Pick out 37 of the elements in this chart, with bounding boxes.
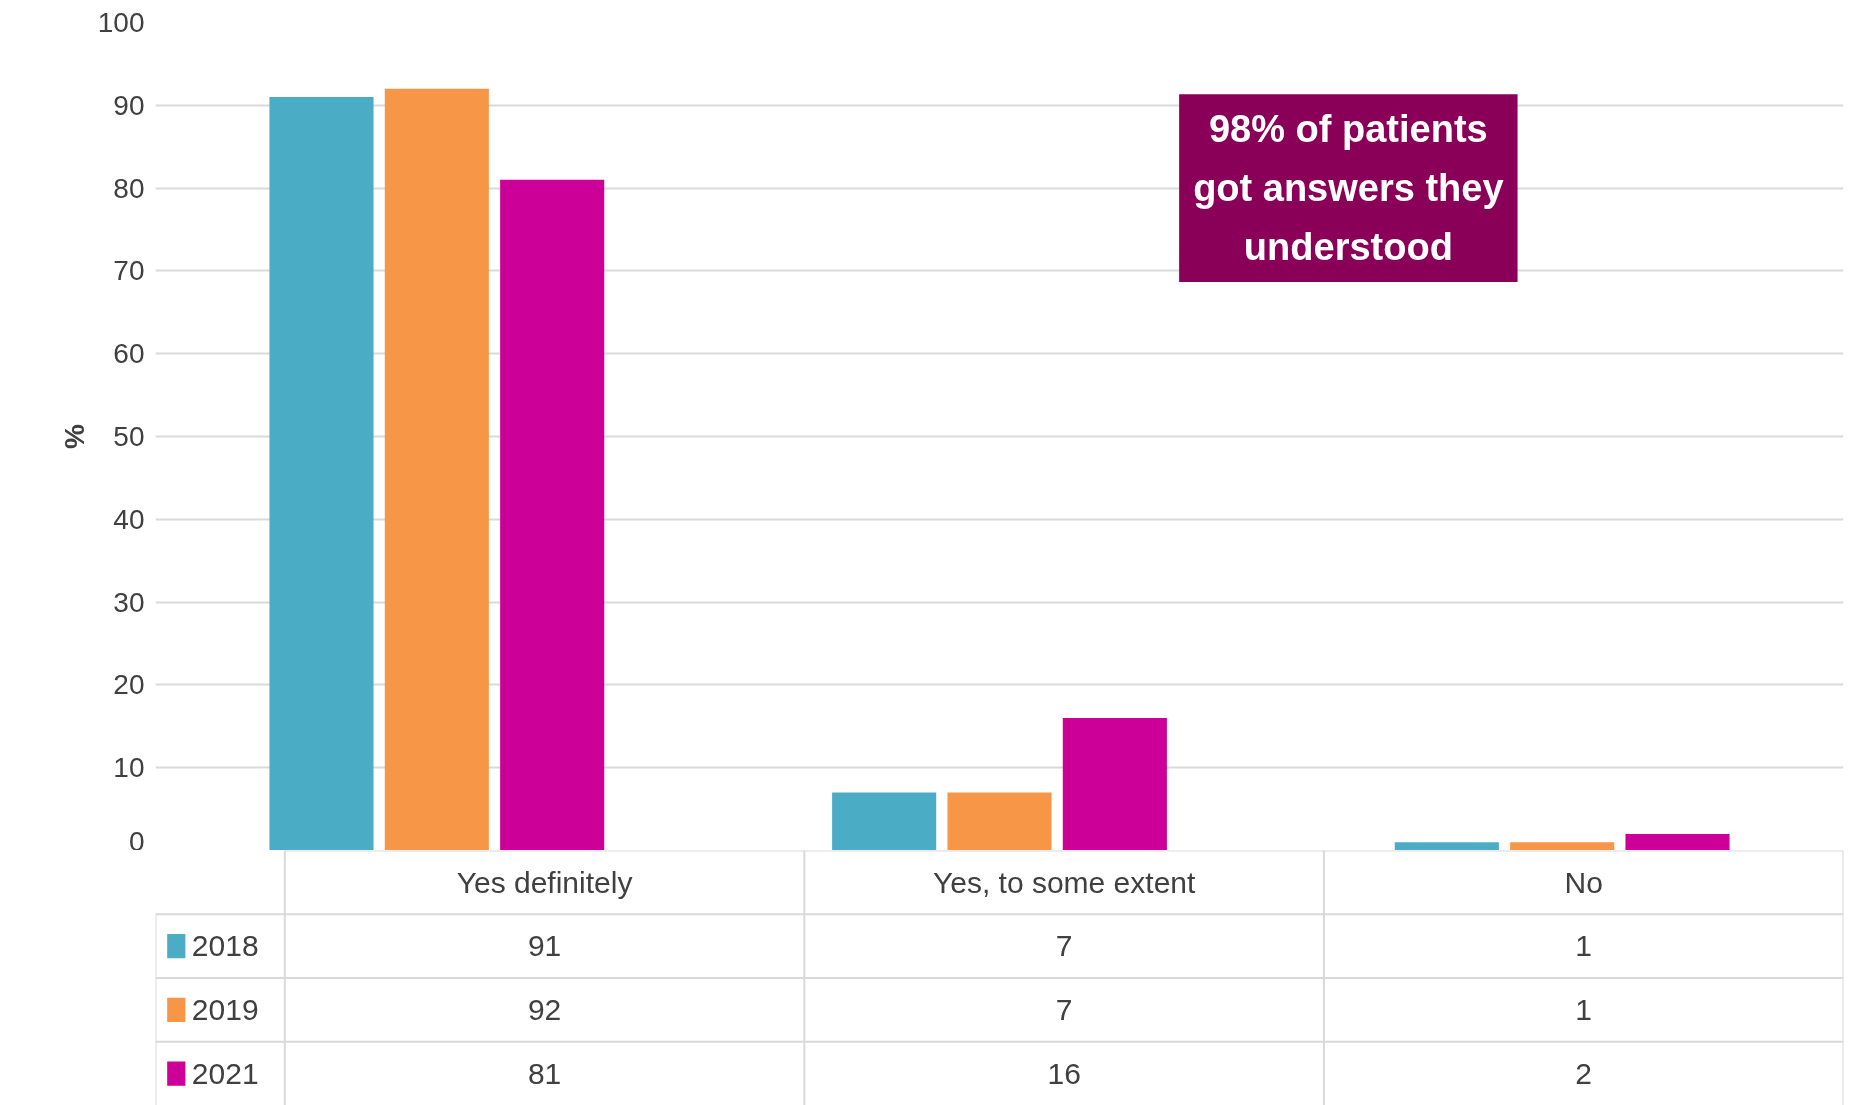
data-label: 16 xyxy=(1047,1056,1081,1090)
data-label: 92 xyxy=(527,992,562,1026)
y-tick-label: 60 xyxy=(113,338,145,370)
x-tick-label: Yes definitely xyxy=(456,865,633,899)
y-tick-label: 20 xyxy=(113,669,145,701)
bar xyxy=(1625,833,1730,850)
x-tick-label: Yes, to some extent xyxy=(932,865,1196,899)
bar xyxy=(947,792,1052,850)
data-label: 7 xyxy=(1055,992,1073,1026)
y-axis-title: % xyxy=(58,423,90,449)
y-tick-label: 40 xyxy=(113,503,145,535)
y-tick-label: 80 xyxy=(113,172,145,204)
annotation: 98% of patients got answers they understood xyxy=(1193,108,1504,268)
y-tick-label: 100 xyxy=(97,7,145,38)
data-label: 1 xyxy=(1575,929,1593,963)
data-label: 2 xyxy=(1575,1056,1593,1090)
bar xyxy=(269,97,374,850)
y-tick-label: 0 xyxy=(128,825,145,857)
legend-label: 2018 xyxy=(191,929,259,963)
bar xyxy=(1062,718,1167,850)
bar xyxy=(1394,842,1499,850)
data-label: 81 xyxy=(527,1056,562,1090)
legend-label: 2019 xyxy=(191,992,259,1026)
data-label: 91 xyxy=(527,929,562,963)
bar xyxy=(1510,842,1615,850)
y-tick-label: 50 xyxy=(113,421,145,452)
x-tick-label: No xyxy=(1564,865,1603,899)
data-label: 7 xyxy=(1055,929,1073,963)
bar xyxy=(832,792,937,850)
y-tick-label: 10 xyxy=(113,752,145,784)
data-label: 1 xyxy=(1575,992,1593,1026)
y-tick-label: 30 xyxy=(113,586,145,618)
y-tick-label: 70 xyxy=(113,255,145,287)
legend-label: 2021 xyxy=(191,1056,259,1090)
y-tick-label: 90 xyxy=(113,89,145,121)
bar xyxy=(500,179,605,850)
bar xyxy=(384,88,489,850)
